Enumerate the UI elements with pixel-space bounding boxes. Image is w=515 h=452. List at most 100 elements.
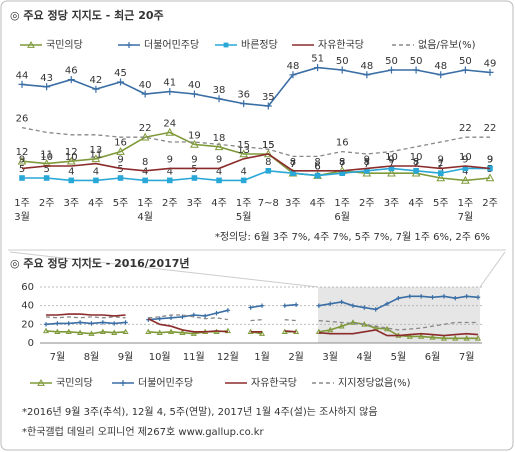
series-line: [45, 295, 479, 326]
point: [338, 66, 346, 74]
data-label: 9: [438, 154, 444, 165]
x-tick-label: 4주: [211, 198, 227, 209]
legend-marker: [37, 378, 45, 386]
legend-label: 자유한국당: [251, 377, 297, 389]
x-tick-label: 2주: [162, 198, 178, 209]
point: [350, 303, 356, 308]
point: [43, 322, 49, 327]
x-tick-label: 3주: [187, 198, 203, 209]
data-label: 9: [487, 154, 493, 165]
data-label: 4: [68, 166, 74, 177]
data-label: 7: [290, 159, 296, 170]
legend-label: 없음/유보(%): [418, 38, 476, 51]
data-label: 10: [385, 152, 398, 163]
point: [99, 328, 106, 335]
data-label: 50: [459, 56, 472, 67]
point: [441, 294, 447, 299]
legend-label: 더불어민주당: [144, 39, 199, 51]
point: [93, 177, 99, 184]
legend-label: 지지정당없음(%): [338, 376, 411, 389]
point: [328, 301, 333, 306]
data-label: 8: [290, 157, 296, 168]
point: [258, 330, 266, 336]
month-label: 4월: [137, 211, 153, 223]
data-label: 41: [163, 78, 176, 89]
point: [19, 175, 25, 181]
data-label: 8: [142, 157, 148, 168]
data-label: 50: [385, 56, 398, 67]
point: [65, 328, 72, 335]
point: [396, 296, 401, 301]
series-line: [22, 167, 490, 182]
data-label: 12: [16, 147, 29, 158]
data-label: 12: [65, 147, 78, 158]
data-label: 36: [237, 90, 250, 101]
point: [68, 177, 75, 184]
point: [239, 149, 249, 158]
point: [413, 168, 419, 174]
point: [315, 328, 322, 335]
data-label: 44: [16, 70, 29, 81]
x-tick-label: 5월: [391, 351, 407, 363]
series-line: [21, 153, 491, 172]
point: [156, 329, 163, 335]
point: [89, 321, 94, 326]
data-label: 7: [438, 159, 444, 170]
point: [224, 327, 231, 334]
point: [437, 71, 445, 79]
point: [364, 168, 370, 174]
point: [240, 177, 247, 184]
data-label: 18: [213, 133, 226, 144]
chart-title: ◎ 주요 정당 지지도 - 2016/2017년: [10, 256, 190, 270]
point: [475, 295, 481, 300]
point: [362, 305, 367, 310]
data-label: 5: [438, 164, 444, 175]
data-label: 4: [216, 166, 222, 177]
point: [388, 165, 395, 172]
footnote: *정의당: 6월 3주 7%, 4주 7%, 5주 7%, 7월 1주 6%, …: [215, 231, 490, 243]
point: [406, 333, 413, 339]
data-label: 16: [114, 138, 127, 149]
point: [240, 100, 248, 108]
point: [123, 320, 128, 325]
zoom-guide: [9, 251, 319, 288]
month-label: 7월: [458, 211, 474, 223]
data-label: 5: [191, 164, 197, 175]
data-label: 6: [314, 162, 320, 173]
x-tick-label: 7월: [50, 351, 66, 363]
data-label: 9: [216, 154, 222, 165]
point: [384, 301, 390, 306]
data-label: 6: [314, 162, 320, 173]
point: [452, 335, 459, 341]
point: [202, 313, 208, 319]
point: [463, 335, 470, 341]
x-tick-label: 1월: [254, 351, 270, 363]
point: [461, 175, 470, 184]
point: [387, 66, 395, 74]
data-label: 8: [265, 157, 271, 168]
data-label: 8: [339, 157, 345, 168]
point: [418, 333, 425, 339]
point: [464, 294, 469, 299]
x-tick-label: 3주: [285, 198, 301, 209]
point: [168, 315, 174, 320]
point: [314, 64, 322, 72]
point: [145, 328, 152, 335]
x-tick-label: 9월: [118, 351, 134, 363]
x-tick-label: 6월: [425, 351, 441, 363]
x-tick-label: 3주: [384, 198, 400, 209]
x-tick-label: 1주: [236, 198, 252, 209]
data-label: 46: [65, 66, 78, 77]
point: [214, 310, 219, 316]
legend-label: 국민의당: [56, 377, 93, 389]
point: [91, 154, 101, 163]
point: [429, 334, 436, 340]
series-line: [21, 66, 491, 107]
series-line: [21, 131, 491, 182]
x-tick-label: 10월: [149, 351, 171, 363]
point: [66, 321, 71, 326]
data-label: 8: [364, 157, 370, 168]
data-label: 40: [188, 80, 201, 91]
footnote: *2016년 9월 3주(추석), 12월 4, 5주(연말), 2017년 1…: [22, 405, 378, 418]
point: [363, 71, 371, 79]
